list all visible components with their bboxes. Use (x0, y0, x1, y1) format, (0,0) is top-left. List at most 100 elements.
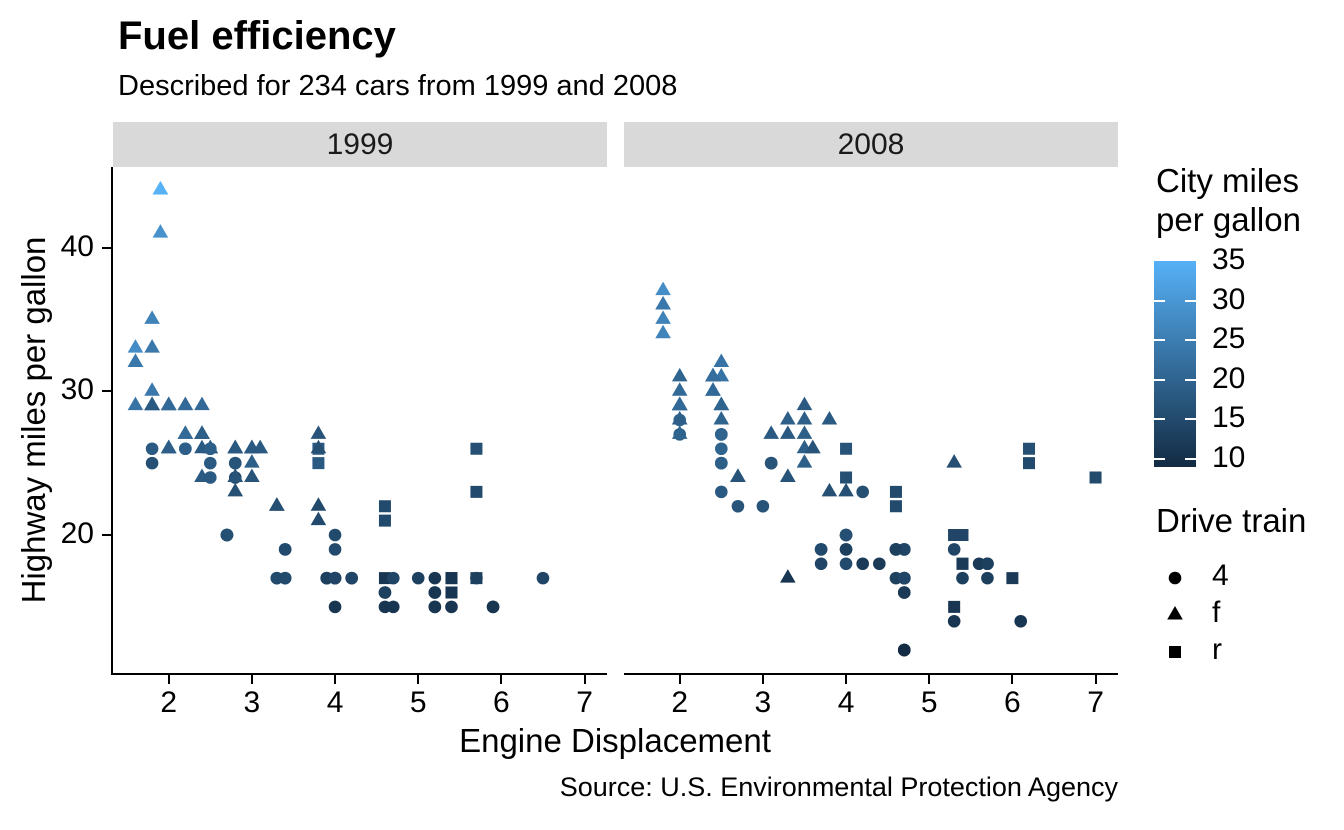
x-tick-mark (583, 675, 586, 684)
data-point (839, 557, 853, 571)
data-point (536, 571, 550, 585)
data-point (713, 353, 730, 367)
data-point (227, 439, 244, 454)
colorbar-tick-label: 10 (1212, 441, 1246, 475)
y-tick-label: 20 (60, 517, 94, 550)
x-tick-mark (1011, 675, 1014, 684)
data-point (378, 514, 391, 527)
data-point (655, 310, 671, 324)
colorbar-title: City miles per gallon (1156, 162, 1301, 238)
triangle-key-icon (1159, 598, 1191, 630)
data-point (1168, 571, 1182, 585)
colorbar-tick-label: 20 (1212, 361, 1246, 395)
facet-label-1999: 1999 (326, 127, 394, 161)
facet-label-2008: 2008 (837, 127, 905, 161)
caption: Source: U.S. Environmental Protection Ag… (559, 772, 1118, 802)
x-tick-label: 4 (326, 686, 344, 719)
x-tick-mark (1094, 675, 1097, 684)
shape-key-label: 4 (1212, 559, 1229, 592)
data-point (428, 600, 442, 614)
data-point (328, 543, 342, 556)
x-tick-mark (845, 675, 848, 684)
data-point (713, 411, 730, 425)
data-point (897, 643, 911, 657)
x-tick-label: 3 (754, 686, 772, 719)
x-tick-label: 6 (1004, 686, 1021, 719)
data-point (220, 528, 234, 542)
x-tick-mark (928, 675, 931, 684)
data-point (796, 425, 813, 439)
colorbar-tick-label: 35 (1212, 243, 1246, 276)
data-point (889, 485, 902, 498)
data-point (177, 425, 194, 439)
data-point (204, 442, 217, 456)
scatter-panel-2008 (624, 167, 1118, 675)
data-point (312, 457, 325, 470)
data-point (814, 557, 828, 571)
data-point (897, 571, 911, 585)
data-point (840, 442, 853, 455)
data-point (269, 497, 285, 511)
data-point (227, 468, 244, 482)
data-point (796, 396, 813, 411)
data-point (278, 571, 292, 585)
data-point (1006, 572, 1019, 585)
data-point (228, 456, 242, 470)
data-point (328, 600, 342, 614)
data-point (386, 571, 400, 585)
data-point (839, 528, 853, 542)
data-point (310, 511, 327, 526)
scatter-panel-1999 (111, 167, 607, 675)
colorbar-tick (1154, 339, 1165, 342)
data-point (804, 439, 821, 454)
data-point (671, 411, 688, 425)
data-point (814, 543, 828, 556)
data-point (177, 396, 194, 411)
data-point (821, 411, 838, 425)
data-point (328, 571, 342, 585)
data-point (713, 396, 730, 411)
data-point (244, 468, 260, 482)
data-point (889, 543, 903, 556)
data-point (655, 281, 671, 296)
data-point (763, 425, 780, 439)
data-point (731, 499, 745, 513)
data-point (730, 468, 746, 482)
data-point (345, 571, 358, 585)
shape-legend-title: Drive train (1156, 502, 1307, 539)
data-point (856, 485, 869, 499)
x-tick-label: 2 (160, 686, 178, 719)
data-point (310, 425, 327, 439)
data-point (947, 614, 961, 628)
x-axis-title: Engine Displacement (459, 722, 771, 759)
points-svg-2008 (655, 281, 1102, 657)
data-point (152, 181, 169, 195)
y-tick-mark (102, 534, 111, 536)
x-tick-mark (761, 675, 764, 684)
data-point (194, 425, 210, 439)
x-tick-mark (500, 675, 503, 684)
data-point (946, 454, 962, 468)
data-point (386, 600, 400, 614)
colorbar-tick (1185, 299, 1196, 302)
data-point (956, 571, 969, 585)
data-point (470, 571, 483, 585)
y-tick-label: 40 (60, 229, 94, 263)
colorbar-tick (1185, 418, 1196, 421)
data-point (144, 382, 160, 396)
data-point (671, 367, 688, 382)
data-point (127, 353, 144, 367)
data-point (328, 528, 342, 542)
data-point (655, 296, 671, 310)
data-point (244, 439, 260, 454)
data-point (947, 543, 961, 556)
data-point (411, 571, 425, 585)
x-tick-mark (678, 675, 681, 684)
x-tick-mark (334, 675, 337, 684)
data-point (780, 425, 796, 439)
data-point (780, 569, 796, 583)
y-tick-label: 30 (60, 373, 94, 407)
data-point (1089, 471, 1102, 484)
data-point (796, 411, 813, 425)
